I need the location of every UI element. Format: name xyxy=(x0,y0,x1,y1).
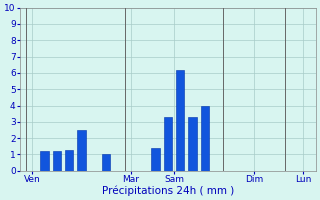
X-axis label: Précipitations 24h ( mm ): Précipitations 24h ( mm ) xyxy=(102,185,234,196)
Bar xyxy=(151,148,160,171)
Bar xyxy=(40,151,49,171)
Bar xyxy=(77,130,86,171)
Bar xyxy=(201,106,209,171)
Bar xyxy=(188,117,197,171)
Bar xyxy=(52,151,61,171)
Bar xyxy=(176,70,185,171)
Bar xyxy=(65,150,74,171)
Bar xyxy=(164,117,172,171)
Bar xyxy=(102,154,110,171)
